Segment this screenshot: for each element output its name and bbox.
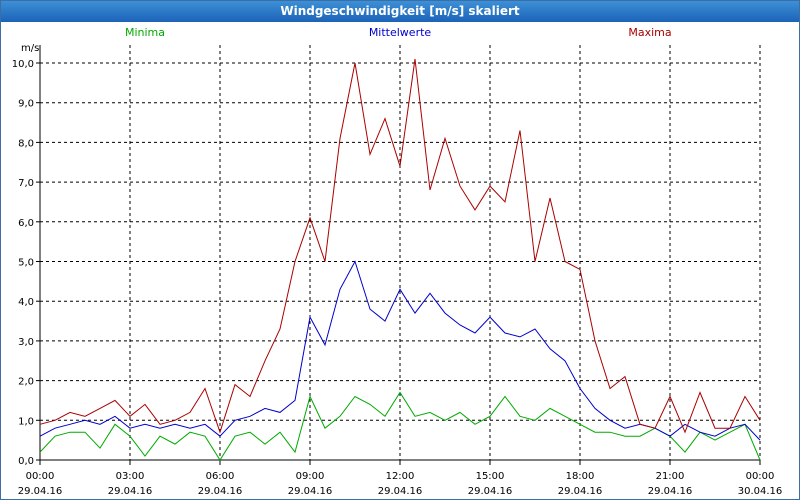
x-tick-time-label: 12:00 (386, 471, 415, 482)
legend: Minima Mittelwerte Maxima (125, 26, 672, 39)
series-line-maxima (39, 58, 761, 434)
x-tick-date-label: 30.04.16 (738, 486, 783, 497)
legend-entry-mittelwerte: Mittelwerte (369, 26, 432, 39)
x-tick-time-label: 03:00 (116, 471, 145, 482)
x-tick-time-label: 15:00 (476, 471, 505, 482)
x-tick-date-label: 29.04.16 (18, 486, 63, 497)
y-tick-label: 5,0 (18, 258, 34, 269)
x-tick-date-label: 29.04.16 (288, 486, 333, 497)
y-tick-label: 3,0 (18, 337, 34, 348)
x-tick-date-label: 29.04.16 (378, 486, 423, 497)
x-tick-time-label: 09:00 (296, 471, 325, 482)
x-tick-date-label: 29.04.16 (108, 486, 153, 497)
chart-title: Windgeschwindigkeit [m/s] skaliert (1, 1, 799, 22)
x-tick-time-label: 21:00 (656, 471, 685, 482)
y-tick-label: 1,0 (18, 416, 34, 427)
y-tick-label: 0,0 (18, 456, 34, 467)
x-tick-time-label: 00:00 (746, 471, 775, 482)
grid (39, 45, 761, 461)
y-tick-label: 6,0 (18, 218, 34, 229)
y-tick-label: 7,0 (18, 178, 34, 189)
y-tick-label: 4,0 (18, 297, 34, 308)
x-tick-date-label: 29.04.16 (198, 486, 243, 497)
x-tick-date-label: 29.04.16 (558, 486, 603, 497)
x-tick-date-label: 29.04.16 (468, 486, 513, 497)
series-line-minima (39, 391, 761, 461)
x-tick-time-label: 06:00 (206, 471, 235, 482)
legend-entry-maxima: Maxima (628, 26, 671, 39)
y-tick-label: 10,0 (12, 59, 34, 70)
y-axis-unit-label: m/s (21, 43, 39, 54)
y-tick-label: 9,0 (18, 99, 34, 110)
x-tick-time-label: 00:00 (26, 471, 55, 482)
axes: 0,0 1,0 2,0 3,0 4,0 5,0 6,0 7,0 8,0 9,0 10,0 00:00 2… (12, 43, 783, 497)
legend-entry-minima: Minima (125, 26, 165, 39)
y-tick-label: 2,0 (18, 377, 34, 388)
x-tick-date-label: 29.04.16 (648, 486, 693, 497)
series-lines (39, 58, 761, 461)
x-tick-time-label: 18:00 (566, 471, 595, 482)
y-tick-label: 8,0 (18, 138, 34, 149)
